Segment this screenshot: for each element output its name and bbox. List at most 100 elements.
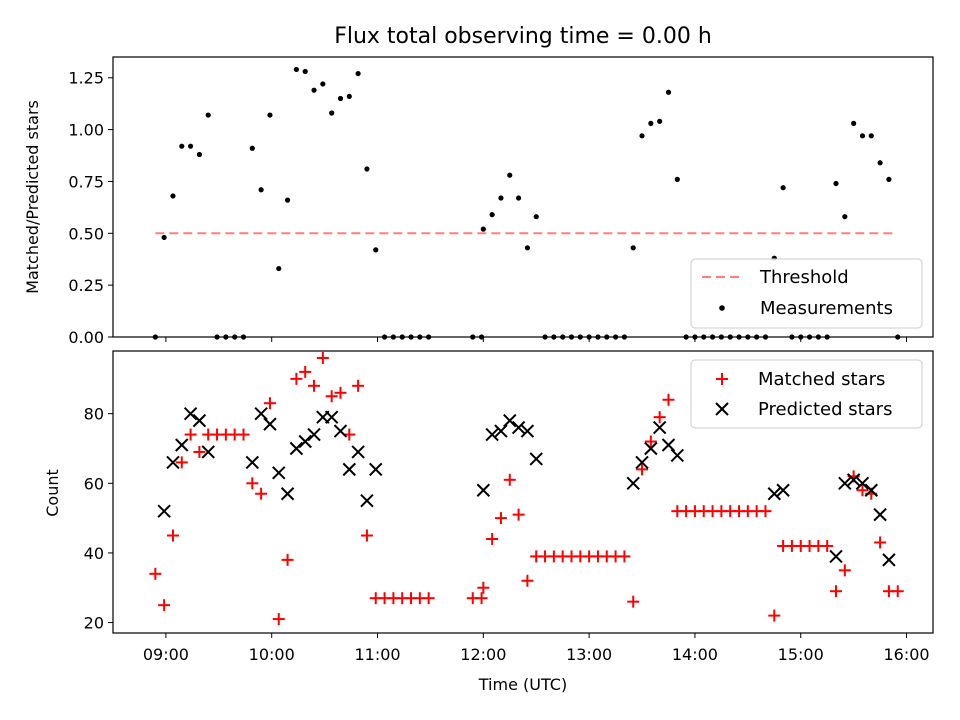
measurements-point: [170, 193, 176, 199]
measurements-point: [480, 226, 486, 232]
matched-stars-point: [618, 550, 631, 563]
measurements-point: [311, 87, 317, 93]
matched-stars-point: [422, 592, 435, 605]
predicted-stars-point: [201, 445, 215, 459]
measurements-point: [249, 145, 255, 151]
predicted-stars-point: [855, 476, 870, 491]
matched-stars-point: [891, 585, 904, 598]
top-chart-title: Flux total observing time = 0.00 h: [334, 24, 712, 49]
measurements-point: [648, 120, 654, 126]
top-ticks: 0.00 0.25 0.50 0.75 1.00 1.25: [68, 69, 908, 347]
measurements-point: [665, 89, 672, 95]
matched-stars-point: [475, 592, 488, 605]
legend-matched-label: Matched stars: [758, 369, 885, 390]
measurements-point: [877, 160, 883, 166]
matched-stars-point: [627, 595, 640, 608]
predicted-stars-point: [494, 424, 508, 438]
predicted-stars-point: [342, 462, 357, 477]
predicted-stars-point: [670, 448, 685, 463]
top-y-tick-label: 0.00: [68, 328, 104, 347]
matched-stars-point: [299, 365, 312, 378]
measurements-point: [293, 66, 299, 73]
predicted-stars-point: [644, 441, 658, 456]
matched-stars-point: [653, 411, 666, 424]
top-y-axis-title: Matched/Predicted stars: [23, 100, 42, 294]
matched-stars-point: [636, 463, 649, 476]
bottom-series: [149, 351, 904, 626]
top-panel: Flux total observing time = 0.00 h 0.00 0…: [23, 24, 934, 347]
predicted-stars-point: [846, 473, 861, 487]
matched-stars-point: [246, 477, 259, 490]
matched-stars-point: [193, 445, 206, 458]
predicted-stars-point: [324, 410, 339, 424]
bottom-panel: 09:00 10:00 11:00 12:00 13:00 14:00 15:00 16:00…: [43, 350, 934, 694]
matched-stars-point: [662, 393, 675, 406]
matched-stars-point: [263, 397, 276, 410]
measurements-point: [320, 81, 326, 87]
predicted-stars-point: [254, 406, 268, 421]
x-tick-label: 16:00: [883, 645, 929, 664]
measurements-point: [833, 180, 839, 187]
measurements-point: [674, 176, 680, 182]
measurements-point: [337, 95, 344, 102]
matched-stars-point: [768, 609, 781, 622]
matched-stars-point: [759, 505, 772, 518]
matched-stars-point: [334, 386, 347, 399]
bottom-y-tick-label: 80: [84, 405, 104, 424]
top-legend: Threshold Measurements: [690, 258, 923, 329]
measurements-point: [524, 245, 531, 251]
measurements-point: [639, 133, 645, 139]
measurements-point: [859, 133, 866, 139]
measurements-point: [346, 93, 352, 100]
bottom-y-tick-label: 20: [84, 614, 104, 633]
top-legend-box: [690, 258, 923, 329]
measurements-point: [533, 214, 539, 220]
legend-measurements-label: Measurements: [760, 298, 893, 319]
matched-stars-point: [149, 567, 162, 580]
matched-stars-point: [644, 435, 657, 448]
measurements-point: [515, 195, 522, 201]
matched-stars-point: [494, 512, 507, 525]
predicted-stars-point: [661, 438, 676, 452]
legend-predicted-label: Predicted stars: [758, 399, 892, 420]
predicted-stars-point: [360, 493, 374, 508]
top-y-tick-label: 0.25: [68, 276, 104, 295]
measurements-point: [373, 247, 379, 253]
predicted-stars-point: [529, 452, 543, 466]
top-plot-frame: [112, 56, 934, 338]
matched-stars-point: [308, 379, 321, 392]
matched-stars-point: [281, 553, 294, 566]
x-tick-label: 11:00: [354, 645, 400, 664]
predicted-stars-point: [626, 476, 640, 491]
measurements-point: [258, 187, 264, 193]
predicted-stars-point: [767, 487, 781, 501]
predicted-stars-point: [511, 420, 526, 435]
legend-predicted-swatch: [715, 402, 729, 416]
measurements-point: [276, 265, 282, 272]
predicted-stars-point: [776, 483, 790, 497]
bottom-y-axis-title: Count: [43, 469, 62, 517]
measurements-point: [868, 133, 874, 139]
predicted-stars-point: [183, 406, 198, 421]
predicted-stars-point: [157, 504, 171, 518]
bottom-legend-box: [690, 359, 923, 429]
predicted-stars-point: [476, 483, 491, 497]
predicted-stars-point: [864, 483, 878, 497]
predicted-stars-point: [333, 424, 348, 438]
matched-stars-point: [486, 533, 499, 545]
predicted-stars-point: [307, 427, 321, 442]
predicted-stars-point: [272, 466, 286, 480]
matched-stars-point: [158, 599, 171, 612]
bottom-y-tick-label: 40: [84, 544, 104, 563]
measurements-point: [630, 245, 636, 251]
predicted-stars-point: [520, 424, 535, 438]
matched-stars-point: [512, 508, 525, 521]
x-tick-label: 14:00: [672, 645, 718, 664]
matched-stars-point: [821, 539, 834, 552]
matched-stars-point: [175, 456, 188, 469]
predicted-stars-point: [298, 434, 312, 449]
x-tick-label: 13:00: [566, 645, 612, 664]
measurements-point: [657, 118, 663, 124]
x-tick-label: 15:00: [778, 645, 824, 664]
bottom-y-tick-label: 60: [84, 474, 104, 493]
